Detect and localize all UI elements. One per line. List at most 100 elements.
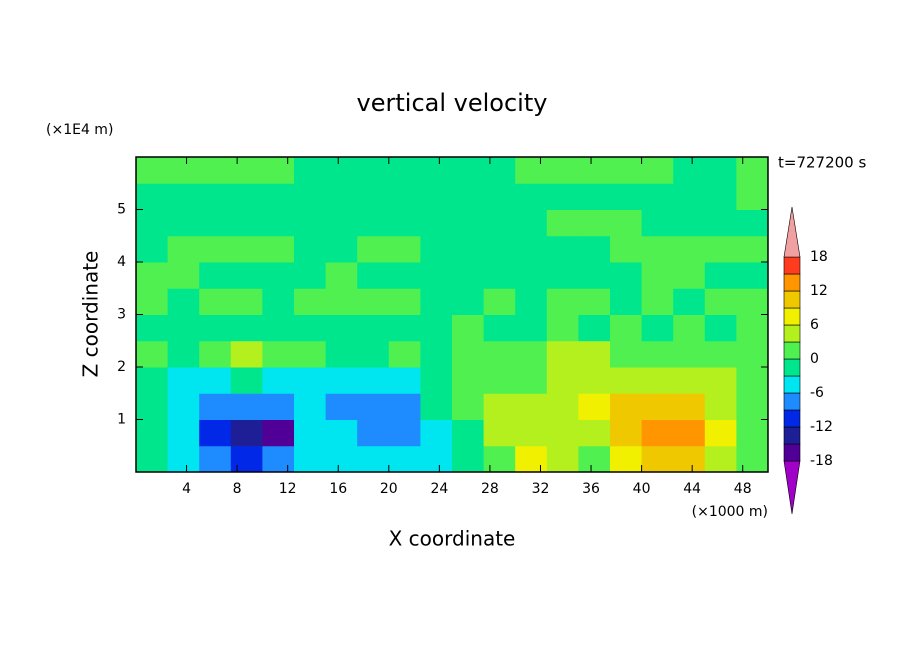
contour-cell [546, 445, 579, 473]
contour-cell [136, 419, 169, 447]
contour-cell [515, 340, 548, 368]
contour-cell [325, 157, 358, 184]
y-tick-label: 1 [117, 412, 126, 428]
contour-cell [199, 445, 232, 473]
contour-cell [388, 367, 421, 394]
contour-cell [167, 393, 200, 420]
contour-cell [483, 235, 516, 263]
contour-cell [230, 157, 263, 184]
contour-cell [673, 209, 706, 237]
contour-cell [230, 288, 263, 315]
contour-cell [641, 314, 674, 342]
contour-cell [610, 314, 643, 342]
contour-cell [294, 367, 327, 394]
contour-cell [610, 445, 643, 473]
contour-cell [325, 209, 358, 237]
contour-cell [610, 157, 643, 184]
contour-cell [578, 367, 611, 394]
contour-cell [736, 393, 769, 420]
contour-cell [230, 340, 263, 368]
x-axis-label: X coordinate [389, 527, 516, 551]
contour-cell [641, 393, 674, 420]
contour-cell [704, 445, 737, 473]
contour-cell [167, 340, 200, 368]
contour-cell [357, 235, 390, 263]
y-unit: (×1E4 m) [46, 122, 113, 138]
contour-cell [452, 157, 485, 184]
contour-cell [641, 157, 674, 184]
contour-cell [167, 235, 200, 263]
contour-cell [262, 340, 295, 368]
colorbar-triangle [783, 206, 801, 258]
contour-cell [704, 393, 737, 420]
contour-cell [262, 367, 295, 394]
contour-cell [515, 235, 548, 263]
contour-cell [262, 262, 295, 289]
contour-cell [578, 183, 611, 210]
contour-cell [641, 262, 674, 289]
contour-cell [325, 340, 358, 368]
contour-cell [294, 419, 327, 447]
contour-cell [546, 183, 579, 210]
contour-cell [452, 183, 485, 210]
contour-cell [673, 157, 706, 184]
y-tick-label: 5 [117, 202, 126, 218]
colorbar-label: -12 [810, 419, 833, 435]
contour-cell [388, 235, 421, 263]
contour-cell [515, 445, 548, 473]
contour-cell [736, 183, 769, 210]
contour-cell [546, 367, 579, 394]
contour-cell [230, 235, 263, 263]
contour-cell [515, 367, 548, 394]
contour-cell [388, 419, 421, 447]
contour-cell [167, 209, 200, 237]
contour-cell [388, 340, 421, 368]
contour-cell [136, 235, 169, 263]
contour-cell [610, 235, 643, 263]
contour-cell [704, 288, 737, 315]
contour-cell [230, 262, 263, 289]
contour-cell [578, 445, 611, 473]
contour-cell [610, 288, 643, 315]
contour-cell [325, 393, 358, 420]
contour-cell [357, 445, 390, 473]
contour-cell [357, 183, 390, 210]
contour-cell [483, 157, 516, 184]
x-tick-label: 4 [182, 481, 191, 497]
contour-cell [578, 262, 611, 289]
contour-cell [325, 235, 358, 263]
colorbar-box [783, 341, 801, 360]
contour-cell [388, 445, 421, 473]
contour-cell [199, 262, 232, 289]
contour-cell [515, 183, 548, 210]
contour-cell [546, 262, 579, 289]
contour-cell [736, 419, 769, 447]
contour-cell [673, 340, 706, 368]
contour-cell [136, 262, 169, 289]
contour-cell [262, 157, 295, 184]
contour-cell [136, 209, 169, 237]
contour-cell [641, 288, 674, 315]
contour-cell [230, 419, 263, 447]
contour-cell [388, 209, 421, 237]
contour-cell [388, 183, 421, 210]
contour-cell [704, 262, 737, 289]
contour-cell [357, 314, 390, 342]
contour-cell [673, 393, 706, 420]
contour-cell [704, 183, 737, 210]
contour-cell [420, 157, 453, 184]
colorbar-label: 18 [810, 249, 828, 265]
annotation: t=727200 s [778, 154, 866, 172]
contour-cell [294, 314, 327, 342]
contour-cell [483, 340, 516, 368]
contour-cell [294, 235, 327, 263]
contour-cell [546, 393, 579, 420]
chart-title: vertical velocity [357, 89, 548, 117]
contour-cell [136, 393, 169, 420]
contour-cell [357, 209, 390, 237]
contour-cell [546, 157, 579, 184]
contour-cell [736, 314, 769, 342]
y-tick-label: 4 [117, 254, 126, 270]
contour-cell [294, 340, 327, 368]
contour-cell [515, 288, 548, 315]
